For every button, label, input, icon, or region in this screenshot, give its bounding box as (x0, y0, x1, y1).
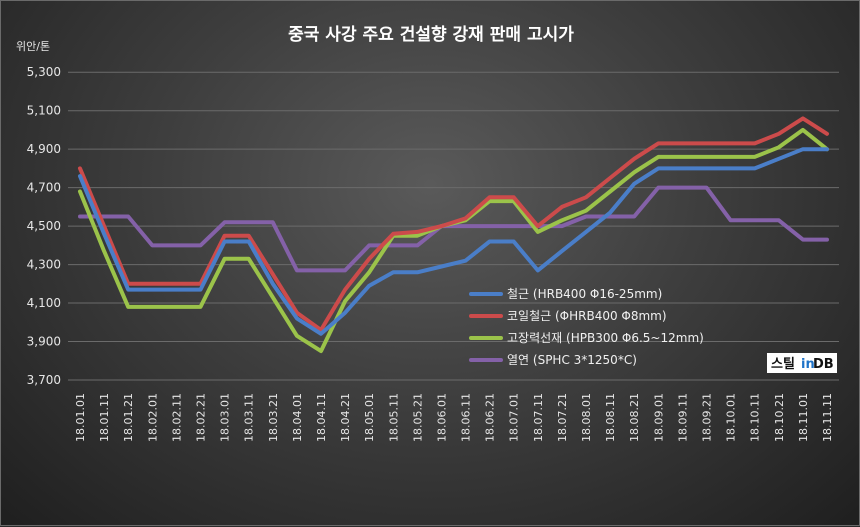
x-tick-label: 18.10.21 (773, 393, 786, 442)
legend-label: 고장력선재 (HPB300 Φ6.5~12mm) (507, 331, 704, 345)
y-tick-label: 3,700 (27, 373, 61, 387)
x-tick-label: 18.09.11 (676, 393, 689, 442)
legend-label: 열연 (SPHC 3*1250*C) (507, 353, 637, 367)
x-tick-label: 18.07.21 (556, 393, 569, 442)
x-tick-label: 18.03.01 (219, 393, 232, 442)
logo-text-dark: 스틸 (771, 357, 795, 372)
x-tick-label: 18.01.21 (122, 393, 135, 442)
x-tick-label: 18.08.11 (604, 393, 617, 442)
x-tick-label: 18.06.21 (484, 393, 497, 442)
series-line (78, 116, 829, 332)
x-tick-label: 18.02.01 (146, 393, 159, 442)
logo-text-in: in (801, 357, 815, 372)
x-tick-label: 18.07.01 (508, 393, 521, 442)
x-tick-label: 18.06.01 (435, 393, 448, 442)
x-tick-label: 18.04.21 (339, 393, 352, 442)
x-tick-label: 18.11.11 (821, 393, 834, 442)
x-tick-label: 18.04.01 (291, 393, 304, 442)
y-tick-label: 4,100 (27, 296, 61, 310)
y-tick-label: 4,500 (27, 219, 61, 233)
x-tick-label: 18.05.01 (363, 393, 376, 442)
y-tick-label: 5,300 (27, 65, 61, 79)
x-tick-label: 18.03.21 (267, 393, 280, 442)
legend-label: 철근 (HRB400 Φ16-25mm) (507, 287, 662, 301)
x-tick-label: 18.02.11 (170, 393, 183, 442)
x-tick-label: 18.04.11 (315, 393, 328, 442)
legend: 철근 (HRB400 Φ16-25mm) 코일철근 (ΦHRB400 Φ8mm) 고… (469, 287, 704, 367)
x-tick-label: 18.08.01 (580, 393, 593, 442)
logo-text-db: DB (813, 357, 834, 372)
y-tick-label: 5,100 (27, 104, 61, 118)
series-line (78, 185, 829, 273)
logo-background (767, 353, 837, 373)
series-line (78, 127, 829, 354)
y-tick-label: 3,900 (27, 335, 61, 349)
x-tick-label: 18.08.21 (628, 393, 641, 442)
y-tick-label: 4,300 (27, 258, 61, 272)
series-line (78, 147, 829, 336)
x-tick-label: 18.02.21 (195, 393, 208, 442)
series-lines (78, 116, 829, 354)
y-axis-ticks: 3,700 3,900 4,100 4,300 4,500 4,700 4,900 5,100… (27, 65, 61, 387)
x-tick-label: 18.09.21 (700, 393, 713, 442)
x-tick-label: 18.05.21 (411, 393, 424, 442)
legend-label: 코일철근 (ΦHRB400 Φ8mm) (507, 309, 667, 323)
x-tick-label: 18.03.11 (243, 393, 256, 442)
x-tick-label: 18.05.11 (387, 393, 400, 442)
x-tick-label: 18.07.11 (532, 393, 545, 442)
chart-title: 중국 사강 주요 건설향 강재 판매 고시가 (288, 24, 574, 45)
x-tick-label: 18.09.01 (652, 393, 665, 442)
x-tick-label: 18.11.01 (797, 393, 810, 442)
y-tick-label: 4,700 (27, 181, 61, 195)
x-tick-label: 18.10.01 (725, 393, 738, 442)
x-tick-label: 18.01.01 (74, 393, 87, 442)
x-tick-label: 18.10.11 (749, 393, 762, 442)
x-tick-label: 18.01.11 (98, 393, 111, 442)
y-axis-unit-label: 위안/톤 (16, 40, 50, 53)
x-tick-label: 18.06.11 (460, 393, 473, 442)
stillin-db-logo: 스틸 in DB (767, 353, 837, 373)
y-tick-label: 4,900 (27, 142, 61, 156)
x-axis-ticks: 18.01.01 18.01.11 18.01.21 18.02.01 18.02.11… (74, 393, 834, 442)
